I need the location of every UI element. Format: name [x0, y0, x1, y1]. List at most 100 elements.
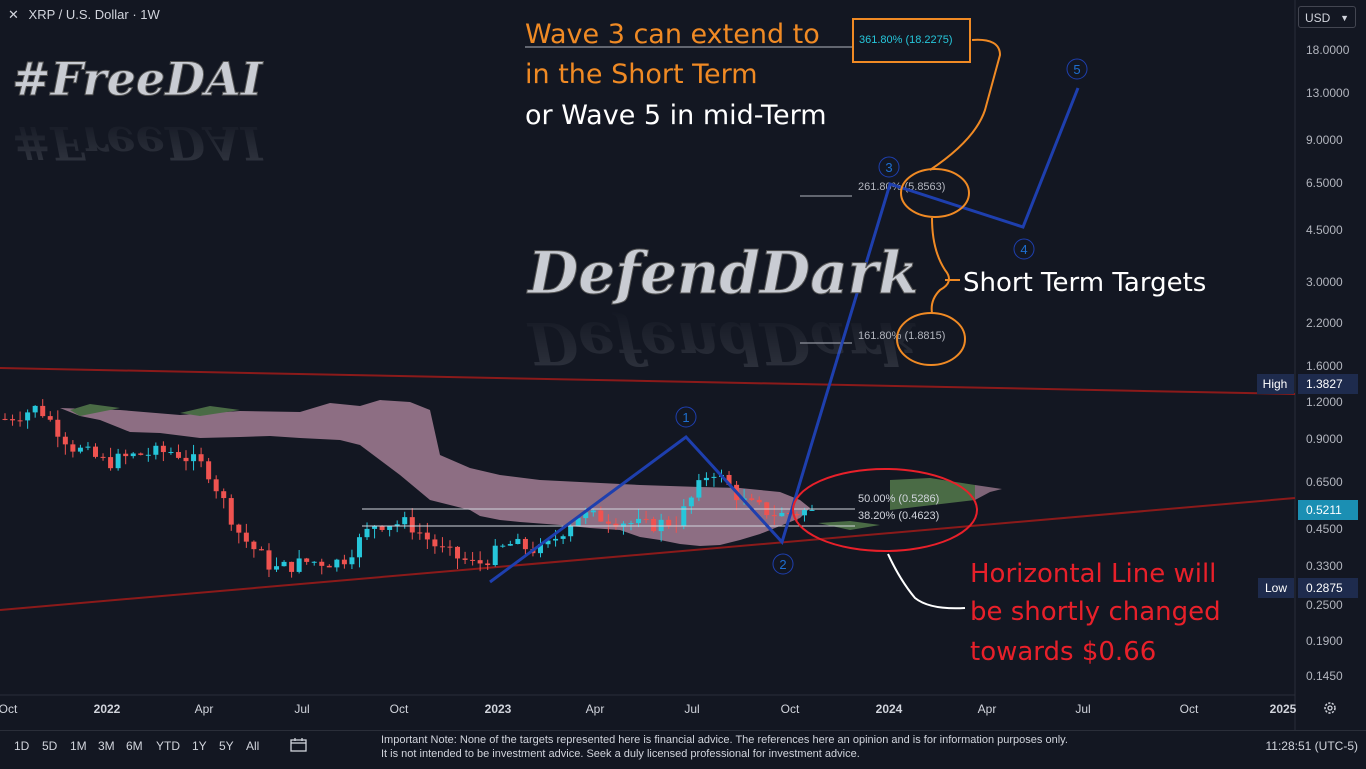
candle-body: [47, 416, 53, 420]
candle-body: [334, 559, 340, 568]
wave-1-label: 1: [682, 410, 689, 425]
candle-body: [455, 546, 461, 559]
wave-5-label: 5: [1073, 62, 1080, 77]
fib-3618-label: 361.80% (18.2275): [859, 34, 953, 46]
close-icon[interactable]: ✕: [8, 7, 19, 22]
headline-line-1: Wave 3 can extend to: [525, 19, 820, 50]
candle-body: [651, 518, 657, 532]
price-tick-label: 13.0000: [1306, 86, 1350, 100]
timeframe-1m[interactable]: 1M: [70, 739, 87, 753]
settings-gear-icon[interactable]: [1322, 700, 1338, 716]
candle-body: [183, 457, 189, 462]
candle-body: [198, 454, 204, 462]
currency-value: USD: [1305, 11, 1331, 25]
candle-body: [251, 541, 257, 550]
price-tick-label: 0.3300: [1306, 559, 1343, 573]
symbol-header: ✕ XRP / U.S. Dollar · 1W: [8, 7, 160, 23]
ichimoku-cloud: [60, 400, 1002, 546]
candle-body: [402, 517, 408, 525]
low-tag-bg: [1258, 578, 1294, 598]
timeframe-5d[interactable]: 5D: [42, 739, 58, 753]
candle-body: [311, 561, 317, 563]
candle-body: [40, 405, 46, 417]
candle-body: [221, 491, 227, 499]
candle-body: [274, 566, 280, 570]
candle-body: [349, 557, 355, 565]
time-tick-label: 2024: [876, 702, 903, 716]
candle-body: [25, 412, 31, 421]
candle-body: [409, 517, 415, 533]
candle-body: [153, 445, 159, 455]
time-tick-label: Jul: [294, 702, 309, 716]
time-tick-label: Oct: [781, 702, 800, 716]
timeframe-3m[interactable]: 3M: [98, 739, 115, 753]
fib-50-label: 50.00% (0.5286): [858, 493, 939, 505]
candle-body: [666, 519, 672, 526]
elliott-wave-path: [489, 87, 1080, 584]
low-value-bg: [1298, 578, 1358, 598]
candle-body: [522, 538, 528, 550]
fib-382-label: 38.20% (0.4623): [858, 510, 939, 522]
price-tags: High 1.3827 0.5211 Low 0.2875: [1257, 374, 1358, 598]
time-tick-label: Apr: [978, 702, 997, 716]
cloud-body: [60, 400, 810, 546]
candle-body: [160, 445, 166, 453]
candle-body: [477, 560, 483, 564]
price-tick-label: 0.1450: [1306, 669, 1343, 683]
watermark-freedai-reflection: #FreeDAI: [12, 116, 264, 170]
wave-2-circle: [772, 553, 794, 575]
candle-body: [138, 453, 144, 455]
wave-3-circle: [878, 156, 900, 178]
horizontal-note-line-2: be shortly changed: [970, 597, 1221, 627]
candle-body: [537, 544, 543, 554]
time-axis-ticks: Oct 2022 Apr Jul Oct 2023 Apr Jul Oct 2024 Apr Jul O…: [0, 702, 1297, 716]
candle-body: [711, 476, 717, 478]
wave-4-circle: [1013, 238, 1035, 260]
candle-body: [108, 457, 114, 469]
candle-body: [447, 546, 453, 548]
timeframe-all[interactable]: All: [246, 739, 260, 753]
candle-body: [658, 519, 664, 532]
timeframe-ytd[interactable]: YTD: [156, 739, 180, 753]
time-tick-label: Oct: [390, 702, 409, 716]
timeframe-1d[interactable]: 1D: [14, 739, 30, 753]
fib-1618-label: 161.80% (1.8815): [858, 330, 945, 342]
candle-body: [243, 532, 249, 542]
timeframe-5y[interactable]: 5Y: [219, 739, 234, 753]
candle-body: [213, 479, 219, 492]
headline-line-3: or Wave 5 in mid-Term: [525, 100, 827, 131]
calendar-range-icon[interactable]: [289, 737, 309, 753]
candle-body: [470, 559, 476, 561]
horizontal-note-line-3: towards $0.66: [970, 637, 1156, 667]
candle-body: [379, 525, 385, 530]
currency-select[interactable]: USD ▼: [1298, 6, 1356, 28]
time-tick-label: Apr: [586, 702, 605, 716]
price-tick-label: 4.5000: [1306, 223, 1343, 237]
candle-body: [583, 512, 589, 519]
cloud-pink-tail: [975, 485, 1002, 500]
candle-body: [507, 544, 513, 546]
candle-body: [636, 518, 642, 524]
connector-3618: [929, 38, 1002, 171]
timeframe-6m[interactable]: 6M: [126, 739, 143, 753]
candle-body: [341, 559, 347, 565]
candle-body: [801, 510, 807, 516]
fibonacci-levels: 50.00% (0.5286) 38.20% (0.4623) 161.80% …: [362, 18, 971, 527]
resistance-trendline: [0, 367, 1296, 395]
clock-readout[interactable]: 11:28:51 (UTC-5): [1265, 739, 1358, 753]
candle-body: [77, 447, 83, 452]
candle-body: [372, 525, 378, 529]
candle-body: [281, 561, 287, 567]
price-tick-label: 1.2000: [1306, 395, 1343, 409]
candle-body: [756, 499, 762, 503]
candle-body: [17, 420, 23, 422]
candle-body: [492, 545, 498, 566]
short-term-targets-label: Short Term Targets: [963, 268, 1206, 298]
candle-body: [319, 561, 325, 566]
candle-body: [424, 532, 430, 540]
time-tick-label: Jul: [684, 702, 699, 716]
timeframe-1y[interactable]: 1Y: [192, 739, 207, 753]
price-tick-label: 0.6500: [1306, 475, 1343, 489]
wave-4-label: 4: [1020, 242, 1027, 257]
